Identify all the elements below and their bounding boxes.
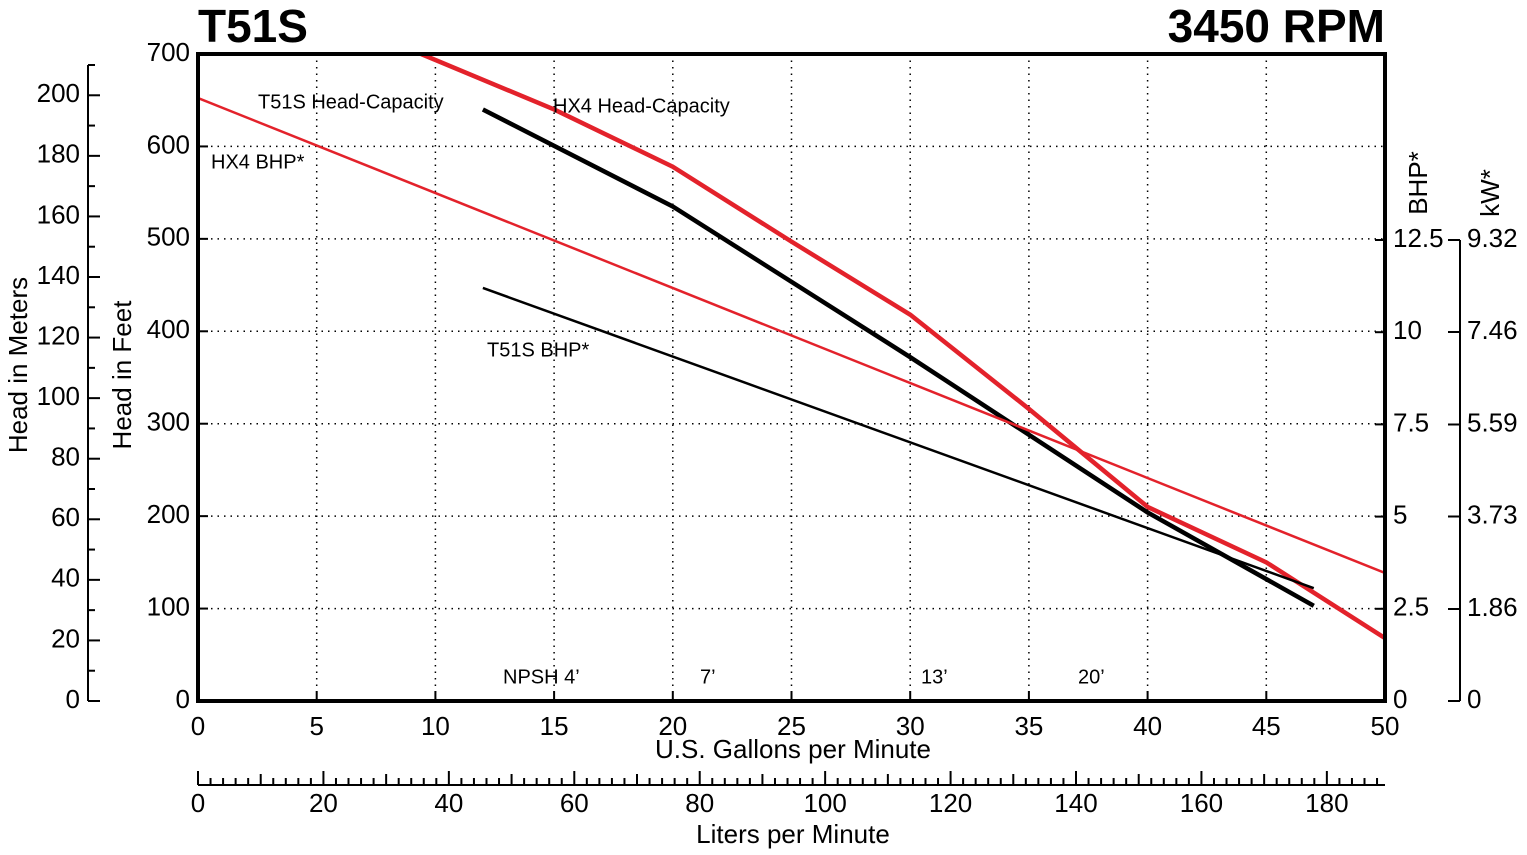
plot-frame xyxy=(196,52,1387,703)
series-line xyxy=(198,96,1385,575)
npsh-annotation: 7’ xyxy=(700,666,716,688)
y-tick-label: 300 xyxy=(147,407,190,437)
y2-tick-label: 0 xyxy=(1393,684,1407,714)
x-tick-label: 40 xyxy=(1133,711,1162,741)
liters-tick-label: 40 xyxy=(434,788,463,818)
y-tick-label: 0 xyxy=(176,684,190,714)
series-label: T51S Head-Capacity xyxy=(258,91,444,113)
x-tick-label: 0 xyxy=(191,711,205,741)
series-label: HX4 BHP* xyxy=(211,151,305,173)
chart-title: T51S xyxy=(198,0,308,52)
y-tick-label: 400 xyxy=(147,314,190,344)
x-tick-label: 50 xyxy=(1371,711,1400,741)
liters-tick-label: 100 xyxy=(803,788,846,818)
liters-tick-label: 160 xyxy=(1180,788,1223,818)
chart-subtitle: 3450 RPM xyxy=(1168,0,1385,52)
y2-tick-label: 2.5 xyxy=(1393,592,1429,622)
y-tick-label: 600 xyxy=(147,129,190,159)
liters-axis-title: Liters per Minute xyxy=(696,819,890,849)
y-tick-label: 200 xyxy=(147,499,190,529)
series-line xyxy=(420,54,1385,641)
y2-tick-label: 12.5 xyxy=(1393,223,1444,253)
y2-axis-title: BHP* xyxy=(1403,151,1433,215)
kw-tick-label: 7.46 xyxy=(1467,315,1518,345)
liters-tick-label: 140 xyxy=(1054,788,1097,818)
y2-tick-label: 5 xyxy=(1393,499,1407,529)
meters-tick-label: 40 xyxy=(51,563,80,593)
series-label: T51S BHP* xyxy=(487,339,589,361)
kw-tick-label: 9.32 xyxy=(1467,223,1518,253)
y-tick-label: 700 xyxy=(147,37,190,67)
y-tick-label: 100 xyxy=(147,591,190,621)
x-tick-label: 10 xyxy=(421,711,450,741)
meters-tick-label: 100 xyxy=(37,381,80,411)
x-tick-label: 45 xyxy=(1252,711,1281,741)
kw-tick-label: 1.86 xyxy=(1467,592,1518,622)
x-tick-label: 25 xyxy=(777,711,806,741)
liters-tick-label: 120 xyxy=(929,788,972,818)
meters-tick-label: 80 xyxy=(51,442,80,472)
x-tick-label: 15 xyxy=(540,711,569,741)
liters-tick-label: 180 xyxy=(1305,788,1348,818)
npsh-annotation: NPSH 4’ xyxy=(503,666,580,688)
liters-tick-label: 20 xyxy=(309,788,338,818)
series-line xyxy=(482,286,1315,590)
x-tick-label: 30 xyxy=(896,711,925,741)
y2-tick-label: 10 xyxy=(1393,315,1422,345)
meters-tick-label: 20 xyxy=(51,623,80,653)
series-line xyxy=(481,107,1315,608)
x-axis-title: U.S. Gallons per Minute xyxy=(655,734,931,764)
meters-axis-title: Head in Meters xyxy=(3,277,33,453)
liters-tick-label: 0 xyxy=(191,788,205,818)
npsh-annotation: 20’ xyxy=(1078,666,1105,688)
meters-tick-label: 0 xyxy=(66,684,80,714)
series-label: HX4 Head-Capacity xyxy=(553,95,730,117)
meters-tick-label: 60 xyxy=(51,502,80,532)
npsh-annotation: 13’ xyxy=(921,666,948,688)
x-tick-label: 20 xyxy=(658,711,687,741)
meters-tick-label: 180 xyxy=(37,139,80,169)
meters-tick-label: 140 xyxy=(37,260,80,290)
kw-tick-label: 3.73 xyxy=(1467,499,1518,529)
kw-axis-title: kW* xyxy=(1475,169,1505,217)
x-tick-label: 5 xyxy=(309,711,323,741)
kw-tick-label: 5.59 xyxy=(1467,407,1518,437)
y2-tick-label: 7.5 xyxy=(1393,407,1429,437)
meters-tick-label: 160 xyxy=(37,199,80,229)
y-tick-label: 500 xyxy=(147,222,190,252)
y-axis-title: Head in Feet xyxy=(107,300,137,450)
liters-tick-label: 80 xyxy=(685,788,714,818)
meters-tick-label: 200 xyxy=(37,78,80,108)
liters-tick-label: 60 xyxy=(560,788,589,818)
x-tick-label: 35 xyxy=(1014,711,1043,741)
kw-tick-label: 0 xyxy=(1467,684,1481,714)
meters-tick-label: 120 xyxy=(37,320,80,350)
